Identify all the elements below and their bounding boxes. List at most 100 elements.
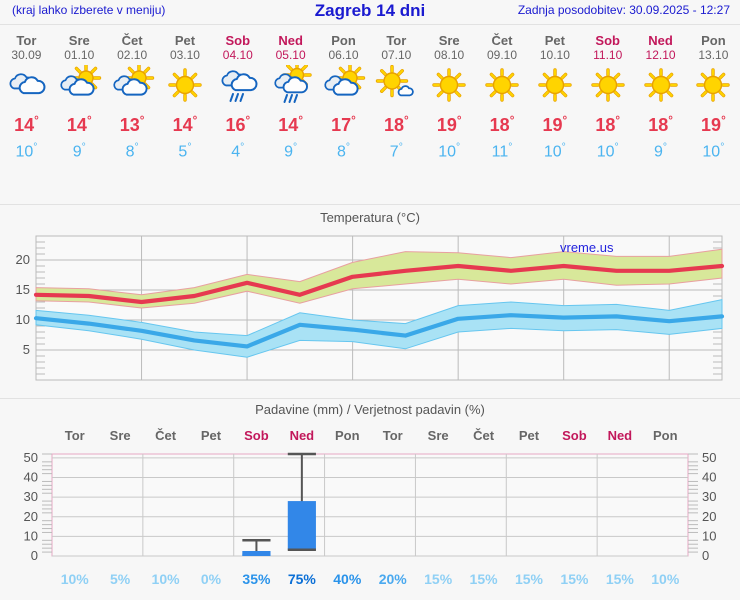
day-date: 08.10: [434, 48, 465, 62]
svg-text:35%: 35%: [242, 571, 271, 587]
day-column[interactable]: Sob 04.10 16° 4°: [211, 26, 264, 196]
day-min-temperature: 10°: [702, 142, 725, 161]
svg-text:10: 10: [16, 312, 30, 327]
day-column[interactable]: Čet 09.10 18° 11°: [476, 26, 529, 196]
day-name: Ned: [648, 33, 673, 48]
sun-cloud-icon: [320, 65, 366, 105]
charts-divider: [0, 398, 740, 399]
svg-text:5: 5: [23, 342, 30, 357]
svg-text:50: 50: [24, 450, 38, 465]
day-max-temperature: 19°: [436, 114, 462, 135]
day-max-temperature: 18°: [489, 114, 515, 135]
day-max-temperature: 18°: [383, 114, 409, 135]
day-date: 05.10: [275, 48, 306, 62]
svg-text:40: 40: [702, 470, 716, 485]
day-min-temperature: 9°: [654, 142, 668, 161]
day-max-temperature: 17°: [331, 114, 356, 135]
day-column[interactable]: Sre 01.10 14° 9°: [53, 26, 106, 196]
sun-icon: [585, 65, 631, 105]
svg-text:75%: 75%: [288, 571, 317, 587]
day-max-temperature: 18°: [648, 114, 673, 135]
day-name: Sob: [225, 33, 251, 48]
svg-text:40: 40: [24, 470, 38, 485]
svg-text:40%: 40%: [333, 571, 362, 587]
day-min-temperature: 10°: [15, 142, 38, 161]
sun-icon: [426, 65, 472, 105]
svg-text:50: 50: [702, 450, 716, 465]
day-date: 06.10: [328, 48, 359, 62]
day-column[interactable]: Ned 12.10 18° 9°: [634, 26, 687, 196]
day-column[interactable]: Tor 07.10 18° 7°: [370, 26, 423, 196]
precipitation-chart-title: Padavine (mm) / Verjetnost padavin (%): [255, 402, 485, 417]
day-min-temperature: 9°: [72, 142, 86, 161]
day-min-temperature: 7°: [389, 142, 403, 161]
last-update-label: Zadnja posodobitev: 30.09.2025 - 12:27: [517, 3, 730, 17]
day-column[interactable]: Pon 06.10 17° 8°: [317, 26, 370, 196]
day-max-temperature: 14°: [66, 114, 92, 135]
svg-text:10: 10: [24, 528, 38, 543]
svg-text:20: 20: [24, 509, 38, 524]
sun-icon: [638, 65, 684, 105]
day-min-temperature: 9°: [284, 142, 298, 161]
day-name: Tor: [16, 33, 37, 48]
day-min-temperature: 10°: [543, 142, 566, 161]
day-name: Sre: [438, 33, 460, 48]
temperature-chart: Temperatura (°C) 5 10 15 20 vreme.us: [0, 210, 740, 400]
temperature-chart-svg: 5 10 15 20 vreme.us: [16, 235, 725, 381]
svg-text:15%: 15%: [424, 571, 453, 587]
day-min-temperature: 11°: [491, 142, 513, 161]
svg-text:Sre: Sre: [110, 428, 131, 443]
day-min-temperature: 4°: [231, 142, 245, 161]
day-min-temperature: 5°: [178, 142, 192, 161]
day-max-temperature: 19°: [542, 114, 568, 135]
day-date: 01.10: [64, 48, 95, 62]
day-name: Pet: [544, 33, 565, 48]
day-min-temperature: 10°: [438, 142, 461, 161]
day-max-temperature: 19°: [701, 114, 726, 135]
day-column[interactable]: Čet 02.10 13° 8°: [106, 26, 159, 196]
svg-text:Pon: Pon: [653, 428, 678, 443]
day-date: 07.10: [381, 48, 412, 62]
day-column[interactable]: Ned 05.10 14° 9°: [264, 26, 317, 196]
svg-text:Pon: Pon: [335, 428, 360, 443]
day-date: 04.10: [222, 48, 253, 62]
day-column[interactable]: Tor 30.09 14° 10°: [0, 26, 53, 196]
svg-text:10: 10: [702, 528, 716, 543]
svg-text:15%: 15%: [470, 571, 499, 587]
header-divider: [0, 24, 740, 25]
sun-icon: [162, 65, 208, 105]
day-max-temperature: 14°: [14, 114, 39, 135]
day-date: 02.10: [117, 48, 148, 62]
day-date: 11.10: [593, 48, 623, 62]
day-date: 30.09: [11, 48, 42, 62]
cloudy-icon: [3, 65, 49, 105]
svg-text:Pet: Pet: [201, 428, 222, 443]
day-column[interactable]: Pet 10.10 19° 10°: [528, 26, 581, 196]
svg-text:20: 20: [702, 509, 716, 524]
sun-small-cloud-icon: [373, 65, 419, 105]
svg-text:Čet: Čet: [473, 428, 495, 443]
sun-icon: [479, 65, 525, 105]
day-date: 12.10: [645, 48, 676, 62]
page-header: (kraj lahko izberete v meniju) Zagreb 14…: [0, 0, 740, 24]
svg-text:Tor: Tor: [65, 428, 85, 443]
day-max-temperature: 14°: [278, 114, 303, 135]
day-column[interactable]: Pet 03.10 14° 5°: [159, 26, 212, 196]
day-date: 13.10: [698, 48, 729, 62]
svg-text:30: 30: [702, 489, 716, 504]
svg-text:15%: 15%: [606, 571, 635, 587]
days-divider: [0, 204, 740, 205]
svg-text:Ned: Ned: [608, 428, 633, 443]
day-column[interactable]: Sre 08.10 19° 10°: [423, 26, 476, 196]
day-max-temperature: 14°: [172, 114, 198, 135]
svg-text:15%: 15%: [560, 571, 589, 587]
day-date: 10.10: [539, 48, 570, 62]
day-min-temperature: 10°: [596, 142, 619, 161]
day-column[interactable]: Sob 11.10 18° 10°: [581, 26, 634, 196]
svg-text:20: 20: [16, 252, 30, 267]
svg-text:Sre: Sre: [428, 428, 449, 443]
day-column[interactable]: Pon 13.10 19° 10°: [687, 26, 740, 196]
sun-cloud-icon: [56, 65, 102, 105]
svg-text:15: 15: [16, 282, 30, 297]
sun-icon: [690, 65, 736, 105]
